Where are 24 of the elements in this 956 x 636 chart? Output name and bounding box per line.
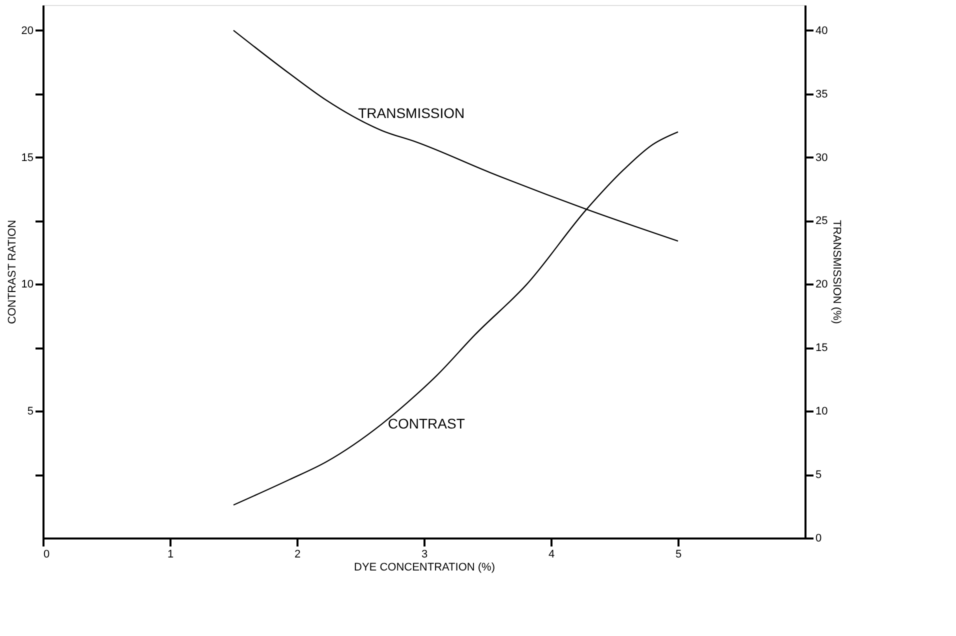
x-tick-label: 5 [675,548,682,560]
x-tick-label: 0 [44,548,50,560]
y2-axis-title: TRANSMISSION (%) [830,220,843,324]
x-tick-label: 3 [421,548,428,560]
y2-tick-label: 30 [816,152,828,164]
y2-tick-label: 5 [816,469,822,482]
y2-tick-label: 20 [816,278,828,291]
y2-tick-label: 10 [816,406,828,418]
y-tick-label: 20 [21,24,34,37]
y2-tick-label: 35 [816,88,828,100]
x-tick-label: 2 [294,548,301,560]
y-tick-label: 10 [21,278,34,291]
x-tick-label: 4 [548,548,555,560]
y2-tick-label: 40 [816,24,828,37]
y2-tick-label: 0 [816,532,822,544]
series-label: TRANSMISSION [358,105,465,122]
x-tick-label: 1 [167,548,174,560]
y-tick-label: 15 [21,152,34,164]
y2-tick-label: 25 [816,215,828,228]
y-axis-title: CONTRAST RATION [6,220,18,324]
series-label: CONTRAST [388,416,466,432]
y-tick-label: 5 [27,406,34,418]
y2-tick-label: 15 [816,342,828,354]
x-axis-title: DYE CONCENTRATION (%) [354,562,495,574]
